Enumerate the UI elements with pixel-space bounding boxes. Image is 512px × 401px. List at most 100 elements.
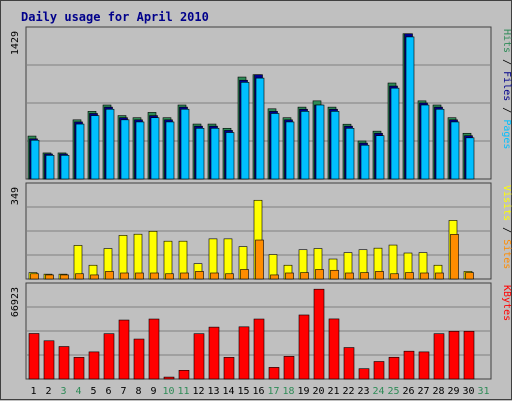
visits-sites-bar-sites-28 — [435, 272, 444, 280]
kbytes-bar-kbytes-13 — [208, 326, 220, 380]
day-label-8: 8 — [135, 386, 141, 397]
pages-files-hits-bar-pages-28 — [435, 108, 445, 180]
kbytes-bar-kbytes-21 — [328, 318, 340, 380]
kbytes-bar-kbytes-20 — [313, 288, 325, 380]
pages-files-hits-bar-pages-19 — [300, 111, 310, 180]
visits-sites-bar-sites-8 — [135, 272, 144, 280]
visits-sites-bar-sites-10 — [165, 273, 174, 280]
kbytes-bar-kbytes-28 — [433, 333, 445, 380]
visits-sites-bar-sites-16 — [255, 239, 264, 280]
day-label-3: 3 — [60, 386, 66, 397]
kbytes-legend: KBytes — [501, 285, 512, 321]
pages-files-hits-bar-pages-12 — [195, 127, 205, 180]
day-label-26: 26 — [402, 386, 414, 397]
visits-sites-bar-sites-15 — [240, 269, 249, 280]
pages-files-hits-bar-pages-8 — [135, 121, 145, 180]
visits-sites-bar-sites-12 — [195, 271, 204, 280]
visits-sites-bar-sites-5 — [90, 274, 99, 280]
visits-sites-bar-sites-17 — [270, 274, 279, 280]
day-label-24: 24 — [372, 386, 384, 397]
kbytes-bar-kbytes-2 — [43, 340, 55, 380]
kbytes-ymax-label: 66923 — [10, 287, 21, 317]
legend-hits: Hits — [501, 29, 512, 53]
kbytes-bar-kbytes-22 — [343, 347, 355, 380]
kbytes-bar-kbytes-26 — [403, 350, 415, 380]
pages-files-hits-bar-pages-30 — [465, 137, 475, 180]
pages-files-hits-bar-pages-10 — [165, 121, 175, 180]
kbytes-bar-kbytes-10 — [163, 376, 175, 380]
visits-sites-bar-sites-29 — [450, 234, 459, 280]
pages-files-hits-bar-pages-1 — [30, 139, 40, 180]
pages-files-hits-bar-pages-18 — [285, 121, 295, 180]
visits-sites-bar-sites-30 — [465, 272, 474, 280]
day-label-31: 31 — [477, 386, 489, 397]
pages-files-hits-bar-pages-9 — [150, 117, 160, 180]
pages-files-hits-bar-pages-11 — [180, 108, 190, 180]
kbytes-bar-kbytes-5 — [88, 351, 100, 380]
day-label-22: 22 — [342, 386, 354, 397]
pages-files-hits-bar-pages-5 — [90, 115, 100, 180]
day-label-18: 18 — [282, 386, 294, 397]
kbytes-bar-kbytes-11 — [178, 370, 190, 380]
pages-files-hits-bar-pages-16 — [255, 77, 265, 180]
visits-sites-legend: Visits / Sites — [501, 185, 512, 269]
pages-files-hits-legend: Hits / Files / Pages — [501, 29, 512, 149]
pages-files-hits-bar-pages-22 — [345, 127, 355, 180]
visits-sites-bar-sites-24 — [375, 271, 384, 280]
visits-sites-bar-sites-9 — [150, 272, 159, 280]
visits-sites-bar-visits-14 — [223, 238, 233, 280]
visits-sites-bar-sites-20 — [315, 269, 324, 280]
pages-files-hits-bar-pages-21 — [330, 111, 340, 180]
pages-files-hits-bar-pages-27 — [420, 104, 430, 180]
visits-sites-bar-sites-1 — [30, 273, 39, 280]
pages-files-hits-bar-pages-7 — [120, 119, 130, 180]
day-label-11: 11 — [177, 386, 189, 397]
visits-sites-bar-sites-13 — [210, 272, 219, 280]
visits-sites-bar-sites-18 — [285, 272, 294, 280]
kbytes-bar-kbytes-17 — [268, 367, 280, 380]
visits-sites-bar-visits-10 — [163, 240, 173, 280]
day-label-10: 10 — [162, 386, 174, 397]
pages-files-hits-bar-pages-20 — [315, 104, 325, 180]
visits-sites-bar-sites-21 — [330, 269, 339, 280]
pages-files-hits-bar-pages-15 — [240, 82, 250, 180]
visits-sites-bar-sites-3 — [60, 274, 69, 280]
kbytes-bar-kbytes-15 — [238, 326, 250, 380]
visits-sites-bar-sites-22 — [345, 272, 354, 280]
visits-sites-bar-sites-27 — [420, 272, 429, 280]
kbytes-bar-kbytes-24 — [373, 361, 385, 380]
kbytes-bar-kbytes-27 — [418, 351, 430, 380]
kbytes-bar-kbytes-4 — [73, 357, 85, 380]
legend-sites: Sites — [501, 239, 512, 269]
day-label-25: 25 — [387, 386, 399, 397]
kbytes-bar-kbytes-25 — [388, 356, 400, 380]
pages-files-hits-bar-pages-23 — [360, 144, 370, 180]
kbytes-bar-kbytes-16 — [253, 318, 265, 380]
visits-sites-bar-sites-19 — [300, 272, 309, 280]
day-label-6: 6 — [105, 386, 111, 397]
day-label-19: 19 — [297, 386, 309, 397]
pages-files-hits-bar-pages-4 — [75, 123, 85, 180]
day-label-23: 23 — [357, 386, 369, 397]
day-label-13: 13 — [207, 386, 219, 397]
visits-sites-bar-sites-23 — [360, 272, 369, 280]
day-label-9: 9 — [150, 386, 156, 397]
day-label-1: 1 — [30, 386, 36, 397]
kbytes-bar-kbytes-30 — [463, 330, 475, 380]
legend-pages: Pages — [501, 119, 512, 149]
pages-files-hits-bar-pages-14 — [225, 132, 235, 180]
visits-sites-bar-sites-26 — [405, 272, 414, 280]
visits-sites-bar-sites-7 — [120, 272, 129, 280]
day-label-16: 16 — [252, 386, 264, 397]
visits-sites-bar-visits-7 — [118, 235, 128, 280]
visits-sites-bar-sites-25 — [390, 273, 399, 280]
day-label-21: 21 — [327, 386, 339, 397]
pages-files-hits-ymax-label: 1429 — [10, 31, 21, 55]
pages-files-hits-bar-pages-17 — [270, 113, 280, 180]
visits-sites-bar-visits-9 — [148, 230, 158, 280]
day-label-20: 20 — [312, 386, 324, 397]
kbytes-bar-kbytes-1 — [28, 333, 40, 380]
pages-files-hits-bar-pages-25 — [390, 87, 400, 180]
